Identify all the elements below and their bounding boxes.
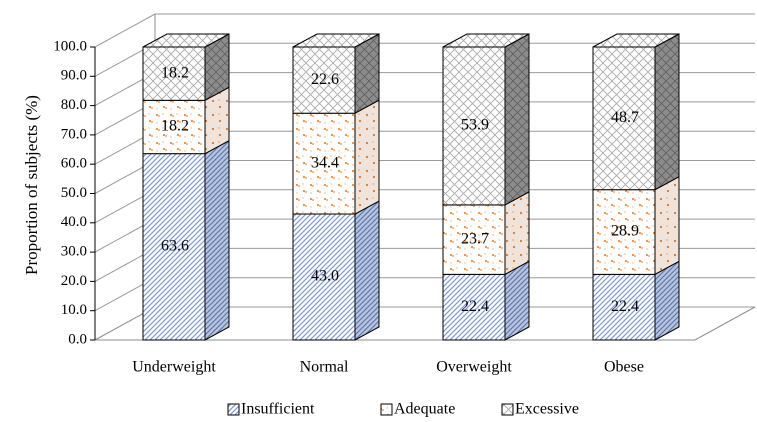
- bar-underweight: 63.6 18.2 18.2: [142, 33, 230, 341]
- bar-top-face: [142, 33, 230, 48]
- legend-item-excessive: Excessive: [501, 401, 579, 418]
- data-label-excessive: 18.2: [161, 64, 189, 81]
- data-label-insufficient: 63.6: [161, 237, 189, 254]
- bar-segment-side-excessive: [654, 33, 680, 191]
- bar-top-face: [292, 33, 380, 48]
- bar-segment-side-insufficient: [204, 139, 230, 341]
- data-label-adequate: 28.9: [611, 223, 639, 240]
- y-tick-label: 60.0: [61, 156, 87, 172]
- bar-overweight: 22.4 23.7 53.9: [442, 33, 530, 341]
- legend-swatch: [227, 403, 240, 416]
- bar-segment-adequate: [292, 112, 356, 215]
- bar-segment-side-insufficient: [504, 260, 530, 341]
- legend-label: Adequate: [394, 401, 455, 418]
- data-label-excessive: 22.6: [311, 71, 339, 88]
- data-label-insufficient: 22.4: [461, 298, 489, 315]
- data-label-adequate: 34.4: [311, 154, 339, 171]
- bar-segment-insufficient: [142, 153, 206, 341]
- bar-segment-side-insufficient: [654, 260, 680, 341]
- x-axis: Underweight Normal Overweight Obese: [132, 359, 644, 376]
- bar-segment-side-excessive: [354, 33, 380, 115]
- y-tick-label: 70.0: [61, 126, 87, 142]
- bar-segment-side-adequate: [504, 191, 530, 276]
- legend-swatch: [501, 403, 514, 416]
- legend-swatch: [380, 403, 393, 416]
- gridline-depth: [94, 13, 156, 48]
- data-label-excessive: 53.9: [461, 117, 489, 134]
- legend-label: Insufficient: [241, 401, 315, 418]
- bar-segment-excessive: [142, 46, 206, 101]
- data-label-insufficient: 43.0: [311, 268, 339, 285]
- bar-segment-side-adequate: [654, 175, 680, 276]
- data-label-insufficient: 22.4: [611, 298, 639, 315]
- x-tick-label: Overweight: [436, 359, 512, 376]
- y-tick-label: 0.0: [68, 331, 87, 347]
- y-tick-label: 80.0: [61, 97, 87, 113]
- bar-segment-excessive: [442, 46, 506, 206]
- bar-segment-side-excessive: [504, 33, 530, 206]
- bar-segment-adequate: [142, 99, 206, 155]
- y-tick-label: 50.0: [61, 185, 87, 201]
- bar-obese: 22.4 28.9 48.7: [592, 33, 680, 341]
- y-axis-title: Proportion of subjects (%): [22, 95, 41, 275]
- legend-item-insufficient: Insufficient: [227, 401, 315, 418]
- data-label-excessive: 48.7: [611, 109, 639, 126]
- bar-normal: 43.0 34.4 22.6: [292, 33, 380, 341]
- data-label-adequate: 23.7: [461, 230, 489, 247]
- data-label-adequate: 18.2: [161, 118, 189, 135]
- bar-segment-side-insufficient: [354, 200, 380, 341]
- y-tick-label: 20.0: [61, 273, 87, 289]
- bar-top-face: [592, 33, 680, 48]
- bar-top-face: [442, 33, 530, 48]
- bar-segment-excessive: [292, 46, 356, 114]
- y-tick-label: 10.0: [61, 302, 87, 318]
- x-tick-label: Normal: [300, 359, 349, 376]
- x-tick-label: Obese: [604, 359, 644, 376]
- bar-segment-side-adequate: [354, 99, 380, 215]
- bars: 63.618.218.243.034.422.622.423.753.922.4…: [142, 33, 680, 341]
- bar-segment-excessive: [592, 46, 656, 191]
- legend: Insufficient Adequate Excessive: [227, 401, 579, 418]
- bar-segment-insufficient: [292, 213, 356, 341]
- y-tick-label: 100.0: [53, 38, 87, 54]
- x-tick-label: Underweight: [132, 359, 216, 376]
- y-tick-label: 90.0: [61, 68, 87, 84]
- bar-segment-adequate: [592, 189, 656, 275]
- y-axis: 0.0 10.0 20.0 30.0 40.0 50.0 60.0 70.0 80.0 90.0 1…: [53, 38, 96, 347]
- legend-label: Excessive: [515, 401, 579, 418]
- y-tick-label: 40.0: [61, 214, 87, 230]
- bar-segment-insufficient: [442, 273, 506, 341]
- legend-item-adequate: Adequate: [380, 401, 455, 418]
- y-tick-label: 30.0: [61, 244, 87, 260]
